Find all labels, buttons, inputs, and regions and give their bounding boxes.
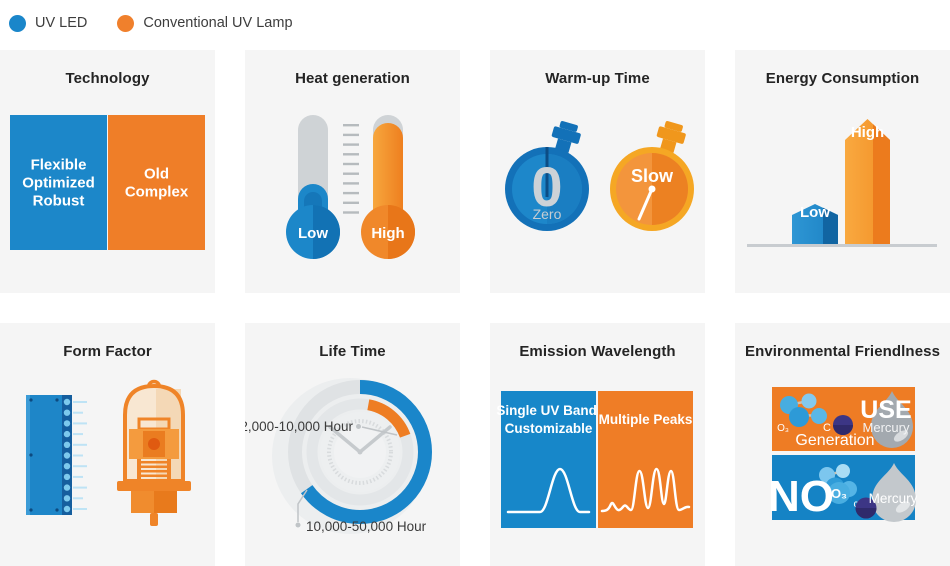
card-energy-consumption: Energy Consumption Low High — [735, 50, 950, 293]
lamp-bulb-icon — [117, 379, 191, 526]
card-warmup-time: Warm-up Time 0 Zero — [490, 50, 705, 293]
legend-item-uv-lamp: Conventional UV Lamp — [117, 14, 293, 32]
led-no-mercury-banner: O₃ c NO Mercury — [768, 455, 918, 522]
lamp-technology-label: Old — [144, 166, 169, 183]
lifetime-gauge-icon — [272, 378, 432, 534]
card-title: Life Time — [319, 343, 386, 360]
led-technology-label: Robust — [33, 193, 85, 210]
stopwatch-led-icon: 0 Zero — [505, 121, 589, 231]
card-title: Emission Wavelength — [519, 343, 676, 360]
led-lifetime-callout: 10,000-50,000 Hour — [295, 489, 427, 534]
generation-label: Generation — [795, 432, 874, 449]
use-label: USE — [860, 396, 911, 424]
lamp-lifetime-callout: 2,000-10,000 Hour — [245, 419, 398, 436]
lamp-technology-label: Complex — [125, 184, 189, 201]
thermometer-lamp-icon: High — [361, 115, 415, 259]
lamp-lifetime-arc — [306, 398, 414, 506]
lamp-spectrum-panel: Multiple Peaks — [598, 391, 693, 528]
thermometer-led-icon: Low — [286, 115, 340, 259]
ozone-molecule-icon — [780, 393, 827, 427]
heat-lamp-label: High — [371, 225, 404, 242]
card-title: Form Factor — [63, 343, 152, 360]
led-spectrum-panel: Single UV Band, Customizable — [496, 391, 601, 528]
single-band-curve-icon — [506, 467, 591, 514]
heat-led-label: Low — [298, 225, 328, 242]
card-environmental-friendliness: Environmental Friendlness USE Mercury O₃ — [735, 323, 950, 566]
legend: UV LED Conventional UV Lamp — [0, 0, 293, 46]
led-lifetime-arc — [288, 380, 432, 524]
energy-consumption-graphic: Low High — [747, 119, 937, 247]
card-title: Energy Consumption — [765, 70, 920, 87]
o3-label: O₃ — [831, 486, 847, 501]
emission-led-label: Customizable — [505, 421, 593, 436]
carbon-molecule-icon — [855, 497, 877, 519]
uv-led-dot-icon — [9, 14, 26, 32]
no-label: NO — [768, 472, 834, 521]
led-energy-bar: Low — [792, 204, 838, 244]
warmup-lamp-label: Slow — [631, 166, 674, 186]
multi-peak-curve-icon — [600, 467, 691, 513]
mercury-label: Mercury — [863, 420, 910, 435]
led-module-icon — [26, 395, 87, 515]
card-heat-generation: Heat generation Low — [245, 50, 460, 293]
lamp-mercury-banner: USE Mercury O₃ C Generation — [772, 387, 915, 451]
warmup-time-graphic: 0 Zero Slow — [505, 121, 694, 231]
led-lifetime-label: 10,000-50,000 Hour — [306, 519, 427, 534]
mercury-label: Mercury — [869, 491, 918, 506]
card-form-factor: Form Factor — [0, 323, 215, 566]
legend-label: Conventional UV Lamp — [143, 15, 293, 31]
o3-label: O₃ — [777, 423, 789, 434]
comparison-grid: Technology Flexible Optimized Robust Old… — [0, 50, 950, 566]
form-factor-graphic — [26, 379, 191, 526]
life-time-graphic: 2,000-10,000 Hour 10,000-50,000 Hour — [245, 378, 432, 534]
card-life-time: Life Time 2,000-10,000 Hour — [245, 323, 460, 566]
warmup-led-value: 0 — [531, 155, 562, 218]
emission-lamp-label: Multiple Peaks — [599, 412, 693, 427]
energy-led-label: Low — [800, 204, 830, 221]
legend-label: UV LED — [35, 15, 88, 31]
technology-graphic: Flexible Optimized Robust Old Complex — [10, 115, 205, 250]
c-label: C — [823, 422, 831, 434]
led-light-rays-icon — [73, 401, 87, 510]
card-emission-wavelength: Emission Wavelength Single UV Band, Cust… — [490, 323, 705, 566]
c-label: c — [854, 499, 859, 510]
card-title: Heat generation — [295, 70, 410, 87]
card-technology: Technology Flexible Optimized Robust Old… — [0, 50, 215, 293]
led-technology-label: Flexible — [31, 157, 87, 174]
led-technology-label: Optimized — [22, 175, 95, 192]
lamp-lifetime-label: 2,000-10,000 Hour — [245, 419, 353, 434]
carbon-molecule-icon — [833, 415, 853, 435]
emission-led-label: Single UV Band, — [496, 403, 600, 418]
energy-lamp-label: High — [851, 124, 884, 141]
environmental-graphic: USE Mercury O₃ C Generation — [768, 387, 918, 522]
card-title: Environmental Friendlness — [744, 343, 941, 360]
warmup-led-label: Zero — [533, 206, 562, 222]
led-technology-block — [10, 115, 107, 250]
lamp-energy-bar: High — [845, 119, 890, 244]
legend-item-uv-led: UV LED — [9, 14, 88, 32]
thermometer-scale-icon — [343, 124, 359, 214]
card-title: Technology — [65, 70, 150, 87]
stopwatch-lamp-icon: Slow — [610, 121, 694, 231]
heat-generation-graphic: Low High — [286, 115, 415, 259]
lamp-technology-block — [108, 115, 205, 250]
card-title: Warm-up Time — [545, 70, 650, 87]
emission-wavelength-graphic: Single UV Band, Customizable Multiple Pe… — [496, 391, 693, 528]
uv-lamp-dot-icon — [117, 14, 135, 32]
